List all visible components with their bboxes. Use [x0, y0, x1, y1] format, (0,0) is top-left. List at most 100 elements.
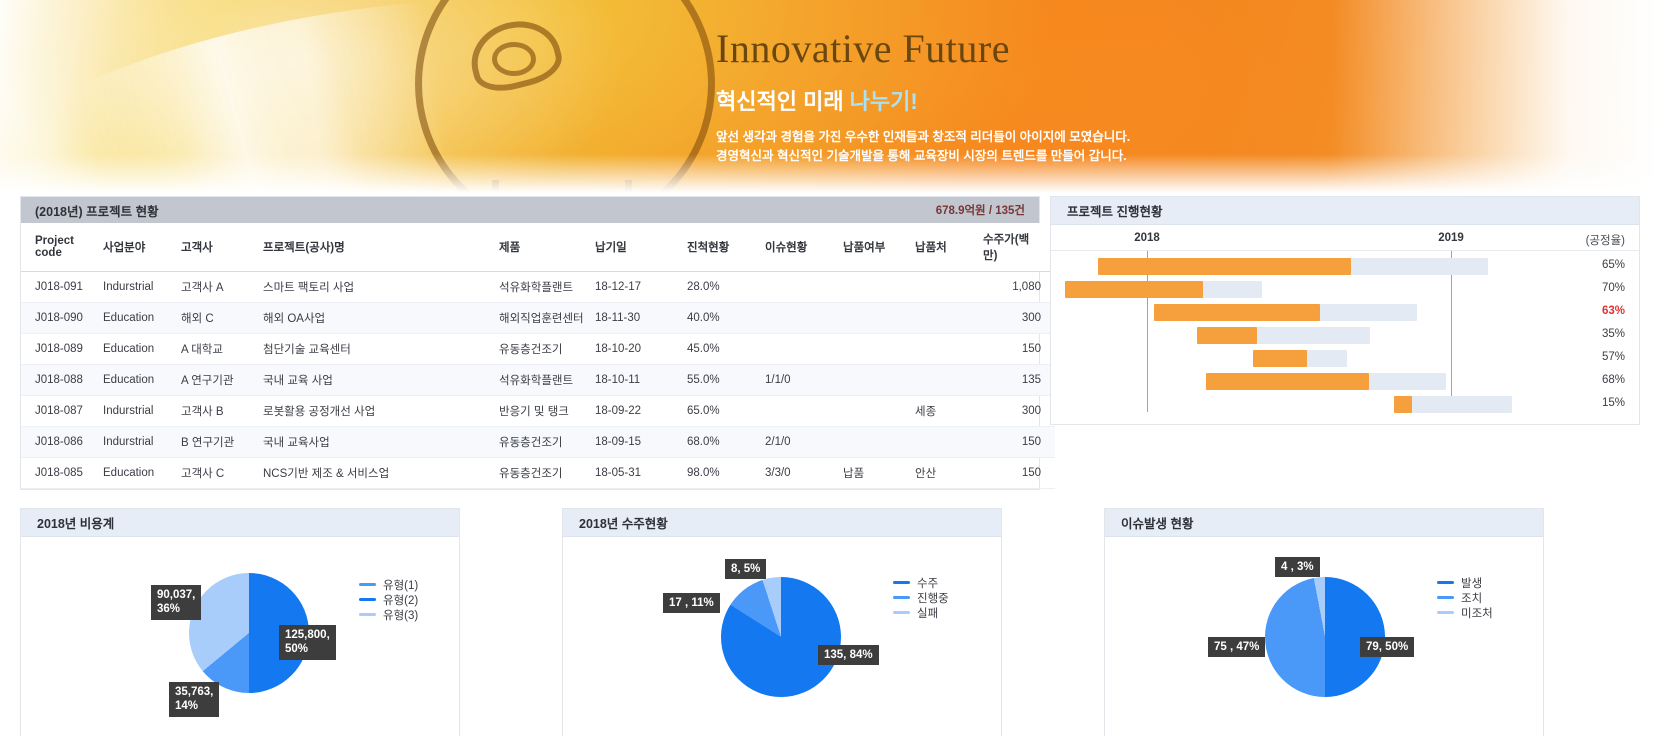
project-table-header-row: Project code 사업분야 고객사 프로젝트(공사)명 제품 납기일 진…: [21, 223, 1055, 272]
cell-order-price: 150: [983, 333, 1055, 365]
gantt-progress-fill: [1154, 304, 1321, 321]
cell-product: 유동층건조기: [499, 333, 595, 365]
col-progress: 진척현황: [687, 223, 765, 272]
cell-business-field: Education: [103, 302, 181, 334]
cell-product: 유동층건조기: [499, 457, 595, 489]
cell-due-date: 18-12-17: [595, 271, 687, 303]
cell-project-name: 국내 교육사업: [263, 426, 499, 458]
issues-chart-title: 이슈발생 현황: [1105, 509, 1543, 537]
hero-description-line2: 경영혁신과 혁신적인 기술개발을 통해 교육장비 시장의 트렌드를 만들어 갑니…: [716, 148, 1127, 163]
hero-description-line1: 앞선 생각과 경험을 가진 우수한 인재들과 창조적 리더들이 아이지에 모였습…: [716, 130, 1131, 144]
gantt-row[interactable]: 15%: [1051, 393, 1639, 416]
col-destination: 납품처: [915, 223, 983, 272]
gantt-row[interactable]: 70%: [1051, 278, 1639, 301]
cell-project-code: J018-087: [21, 395, 103, 427]
table-row[interactable]: J018-091 Indurstrial 고객사 A 스마트 팩토리 사업 석유화학플랜…: [21, 271, 1055, 303]
cell-delivered: [843, 302, 915, 334]
cell-delivered: [843, 364, 915, 396]
cell-issues: [765, 395, 843, 427]
cell-destination: [915, 426, 983, 458]
table-row[interactable]: J018-086 Indurstrial B 연구기관 국내 교육사업 유동층건조기 18…: [21, 426, 1055, 458]
cell-client: A 대학교: [181, 333, 263, 365]
cost-slice-label-3: 90,037, 36%: [151, 585, 202, 620]
gantt-gridline-2019: [1451, 251, 1452, 412]
legend-item[interactable]: 유형(2): [359, 592, 418, 607]
cost-slice-label-1: 125,800, 50%: [279, 625, 336, 660]
legend-item[interactable]: 유형(3): [359, 607, 418, 622]
cell-order-price: 300: [983, 395, 1055, 427]
gantt-row[interactable]: 63%: [1051, 301, 1639, 324]
legend-label: 미조처: [1461, 607, 1493, 620]
legend-label: 수주: [917, 577, 939, 590]
gantt-row[interactable]: 57%: [1051, 347, 1639, 370]
cell-business-field: Education: [103, 364, 181, 396]
legend-item[interactable]: 수주: [893, 575, 949, 590]
table-row[interactable]: J018-088 Education A 연구기관 국내 교육 사업 석유화학플랜트 18…: [21, 364, 1055, 396]
project-progress-panel: 프로젝트 진행현황 2018 2019 (공정율) 65% 70% 63% 35% 57…: [1050, 196, 1640, 425]
legend-item[interactable]: 미조처: [1437, 605, 1493, 620]
cell-issues: [765, 302, 843, 334]
gantt-tick-2018: 2018: [1134, 232, 1160, 244]
cell-delivered: [843, 271, 915, 303]
cell-due-date: 18-10-20: [595, 333, 687, 365]
cell-progress: 40.0%: [687, 302, 765, 334]
cell-delivered: [843, 395, 915, 427]
gantt-progress-percent: 35%: [1601, 328, 1625, 340]
legend-swatch-icon: [1437, 596, 1454, 599]
legend-item[interactable]: 조치: [1437, 590, 1493, 605]
cell-due-date: 18-09-22: [595, 395, 687, 427]
cell-product: 유동층건조기: [499, 426, 595, 458]
gantt-progress-percent: 15%: [1601, 397, 1625, 409]
orders-chart-body: 수주 진행중 실패 8, 5% 17 , 11% 135, 84%: [563, 537, 1001, 736]
cell-product: 석유화학플랜트: [499, 271, 595, 303]
cell-progress: 68.0%: [687, 426, 765, 458]
gantt-gridline-2018: [1147, 251, 1148, 412]
gantt-progress-fill: [1253, 350, 1307, 367]
gantt-progress-percent: 68%: [1601, 374, 1625, 386]
cell-business-field: Indurstrial: [103, 395, 181, 427]
gantt-row[interactable]: 65%: [1051, 255, 1639, 278]
table-row[interactable]: J018-090 Education 해외 C 해외 OA사업 해외직업훈련센터 18-1…: [21, 302, 1055, 334]
cost-slice-label-2: 35,763, 14%: [169, 682, 220, 717]
cell-due-date: 18-10-11: [595, 364, 687, 396]
cell-delivered: 납품: [843, 457, 915, 489]
legend-swatch-icon: [893, 581, 910, 584]
legend-label: 유형(3): [383, 609, 419, 622]
cell-due-date: 18-09-15: [595, 426, 687, 458]
gantt-progress-percent: 65%: [1601, 259, 1625, 271]
orders-chart-panel: 2018년 수주현황 수주 진행중 실패 8, 5% 17 , 11% 135, 8…: [562, 508, 1002, 736]
hero-subtitle-main: 혁신적인 미래: [716, 89, 850, 114]
cell-client: 고객사 A: [181, 271, 263, 303]
cell-project-name: NCS기반 제조 & 서비스업: [263, 457, 499, 489]
orders-pie-chart: [721, 577, 841, 697]
col-project-code: Project code: [21, 223, 103, 272]
legend-label: 유형(2): [383, 594, 419, 607]
cell-issues: 1/1/0: [765, 364, 843, 396]
cell-project-name: 스마트 팩토리 사업: [263, 271, 499, 303]
issues-slice-label-3: 4 , 3%: [1275, 557, 1320, 578]
col-client: 고객사: [181, 223, 263, 272]
hero-description: 앞선 생각과 경험을 가진 우수한 인재들과 창조적 리더들이 아이지에 모였습…: [716, 128, 1130, 166]
col-business-field: 사업분야: [103, 223, 181, 272]
gantt-progress-fill: [1394, 396, 1412, 413]
gantt-row[interactable]: 68%: [1051, 370, 1639, 393]
hero-subtitle-accent: 나누기!: [849, 89, 918, 114]
legend-item[interactable]: 발생: [1437, 575, 1493, 590]
table-row[interactable]: J018-085 Education 고객사 C NCS기반 제조 & 서비스업 유동층…: [21, 457, 1055, 489]
legend-item[interactable]: 진행중: [893, 590, 949, 605]
legend-item[interactable]: 실패: [893, 605, 949, 620]
project-table-summary: 678.9억원 / 135건: [935, 205, 1025, 217]
table-row[interactable]: J018-087 Indurstrial 고객사 B 로봇활용 공정개선 사업 반응기 …: [21, 395, 1055, 427]
table-row[interactable]: J018-089 Education A 대학교 첨단기술 교육센터 유동층건조기 18-…: [21, 333, 1055, 365]
project-status-panel: (2018년) 프로젝트 현황 678.9억원 / 135건 Project c…: [20, 196, 1055, 490]
cell-order-price: 150: [983, 426, 1055, 458]
gantt-progress-percent: 70%: [1601, 282, 1625, 294]
dashboard-bottom-row: 2018년 비용계 유형(1) 유형(2) 유형(3) 90,037, 36% 12…: [0, 490, 1660, 736]
hero-banner: Innovative Future 혁신적인 미래 나누기! 앞선 생각과 경험…: [0, 0, 1660, 196]
legend-swatch-icon: [359, 583, 376, 586]
gantt-row[interactable]: 35%: [1051, 324, 1639, 347]
gantt-progress-fill: [1097, 258, 1352, 275]
dashboard-top-row: (2018년) 프로젝트 현황 678.9억원 / 135건 Project c…: [0, 196, 1660, 490]
legend-item[interactable]: 유형(1): [359, 577, 418, 592]
legend-swatch-icon: [1437, 611, 1454, 614]
